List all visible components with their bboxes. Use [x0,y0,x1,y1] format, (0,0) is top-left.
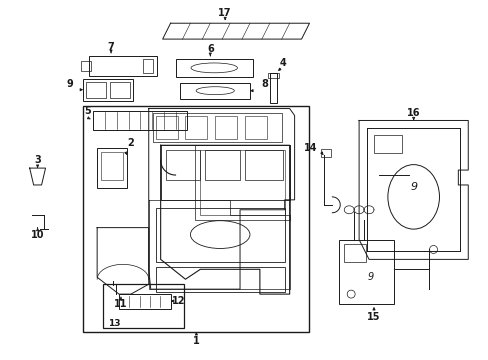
Text: 10: 10 [31,230,44,239]
Bar [269,73,276,103]
Text: 11: 11 [114,299,127,309]
Bar [155,208,284,262]
Bar [267,73,278,78]
Bar [83,105,309,332]
Bar [175,59,252,77]
Bar [205,150,240,180]
Bar [373,135,401,153]
Bar [155,116,177,139]
Bar [110,82,130,98]
Text: 1: 1 [193,336,199,346]
Text: 3: 3 [34,155,41,165]
Bar [161,145,289,200]
Text: 12: 12 [171,296,185,306]
Bar [101,152,122,180]
Bar [119,294,170,309]
Bar [200,150,284,215]
Text: 9: 9 [66,79,73,89]
Bar [344,244,366,262]
Bar [339,239,393,304]
Bar [185,116,207,139]
Text: 9: 9 [409,182,416,192]
Text: 16: 16 [406,108,420,117]
Text: 6: 6 [206,44,213,54]
Bar [244,116,266,139]
Text: 9: 9 [367,272,373,282]
Text: 13: 13 [108,319,121,328]
Text: 15: 15 [366,312,380,322]
Text: 2: 2 [127,138,134,148]
Bar [103,284,184,328]
Bar [244,150,282,180]
Text: 17: 17 [218,8,231,18]
Text: 14: 14 [304,143,317,153]
Text: 8: 8 [261,79,268,89]
Bar [195,145,289,220]
Bar [83,79,133,100]
Bar [165,150,200,180]
Bar [142,59,152,73]
Bar [215,116,237,139]
Text: 5: 5 [84,105,91,116]
Bar [93,111,187,130]
Bar [155,267,284,292]
Text: 4: 4 [279,58,285,68]
Bar [86,82,106,98]
Bar [81,61,91,71]
Bar [152,113,281,142]
Text: 7: 7 [107,42,114,52]
Bar [180,83,249,99]
Bar [89,56,156,76]
Bar [97,148,127,188]
Bar [321,149,331,157]
